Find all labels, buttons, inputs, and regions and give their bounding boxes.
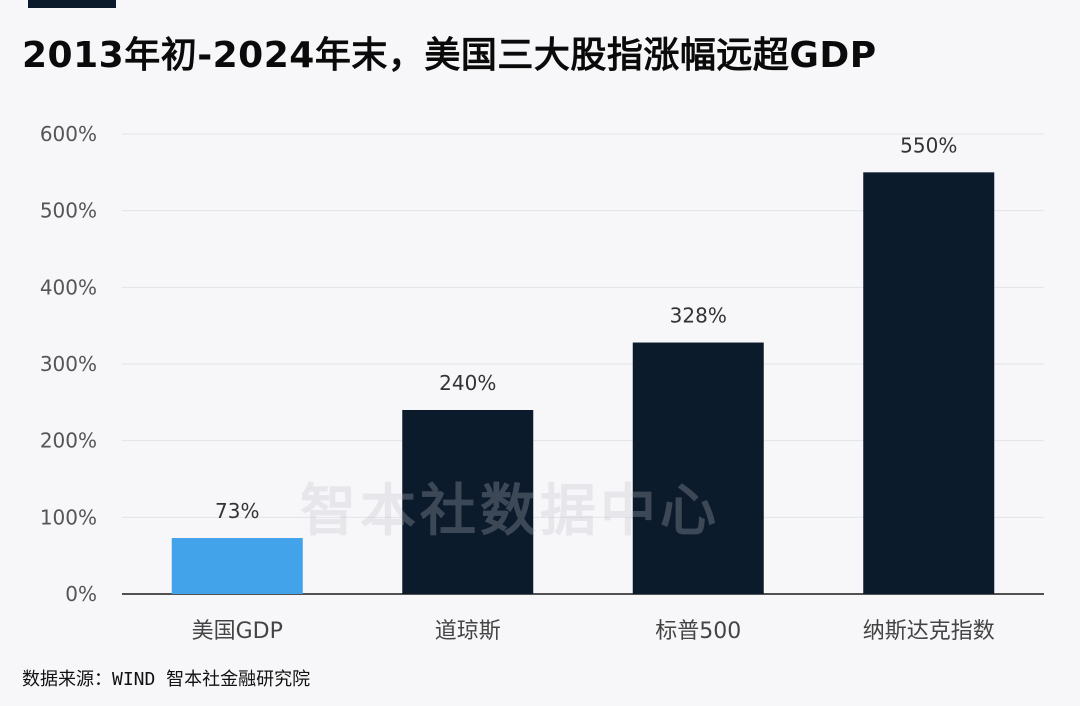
- x-tick-label: 标普500: [655, 619, 741, 644]
- y-tick-label: 200%: [40, 429, 97, 453]
- y-tick-label: 600%: [40, 122, 97, 146]
- y-tick-label: 400%: [40, 275, 97, 299]
- data-label: 240%: [439, 371, 496, 395]
- source-note: 数据来源：WIND 智本社金融研究院: [22, 669, 311, 690]
- bar: [632, 342, 764, 594]
- bars: [171, 172, 995, 595]
- data-label: 550%: [900, 133, 957, 157]
- data-labels: 73% 240% 328% 550%: [215, 133, 957, 523]
- x-tick-label: 道琼斯: [435, 619, 501, 644]
- x-axis-ticks: 美国GDP 道琼斯 标普500 纳斯达克指数: [192, 619, 995, 644]
- y-tick-label: 500%: [40, 199, 97, 223]
- data-label: 328%: [670, 304, 727, 328]
- bar: [863, 172, 995, 595]
- data-label: 73%: [215, 499, 259, 523]
- y-tick-label: 0%: [65, 582, 97, 606]
- x-tick-label: 美国GDP: [192, 619, 283, 644]
- y-tick-label: 300%: [40, 352, 97, 376]
- x-tick-label: 纳斯达克指数: [863, 619, 995, 644]
- y-tick-label: 100%: [40, 505, 97, 529]
- bar: [402, 410, 534, 594]
- y-axis-ticks: 0% 100% 200% 300% 400% 500% 600%: [40, 122, 97, 606]
- chart-title: 2013年初-2024年末，美国三大股指涨幅远超GDP: [22, 35, 877, 76]
- bar: [171, 538, 303, 594]
- top-accent-bar: [28, 0, 116, 8]
